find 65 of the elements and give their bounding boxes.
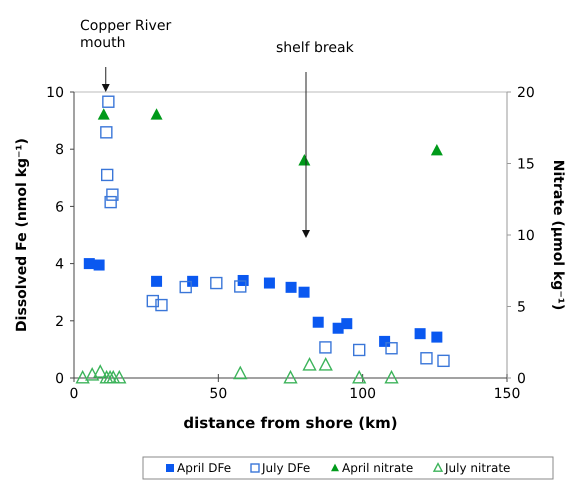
- x-tick-label: 0: [70, 386, 78, 402]
- point: [264, 278, 275, 289]
- x-tick-label: 100: [349, 386, 376, 402]
- y2-tick-label: 5: [517, 300, 526, 316]
- point: [353, 344, 366, 356]
- y-tick-label: 6: [55, 199, 64, 216]
- point: [234, 366, 247, 380]
- point: [85, 368, 99, 381]
- point: [112, 370, 126, 384]
- point: [103, 370, 117, 384]
- point: [379, 336, 390, 347]
- point: [384, 370, 398, 384]
- point: [319, 358, 332, 371]
- annotation: Copper River mouth: [80, 18, 172, 51]
- point: [302, 358, 316, 371]
- point: [341, 318, 352, 330]
- legend-label: July nitrate: [444, 461, 510, 475]
- point: [104, 196, 117, 208]
- x-tick-label: 50: [209, 386, 228, 402]
- point: [431, 332, 442, 343]
- point: [155, 298, 168, 312]
- y-tick-label: 4: [55, 256, 64, 273]
- point: [286, 282, 297, 293]
- point: [106, 370, 120, 384]
- point: [180, 280, 192, 294]
- point: [420, 352, 433, 364]
- point: [94, 260, 105, 271]
- point: [284, 370, 298, 384]
- point: [100, 370, 114, 384]
- legend-label: July DFe: [261, 461, 310, 475]
- point: [150, 108, 163, 120]
- point: [146, 294, 160, 308]
- x-tick-label: 150: [494, 386, 520, 402]
- point: [234, 280, 246, 293]
- y2-tick-label: 20: [517, 85, 535, 101]
- point: [430, 144, 443, 156]
- point: [210, 276, 223, 290]
- y-tick-label: 10: [46, 85, 64, 101]
- point: [298, 286, 310, 298]
- point: [102, 96, 115, 108]
- y-axis-title: Dissolved Fe (nmol kg⁻¹): [14, 138, 30, 332]
- point: [98, 108, 110, 120]
- y2-tick-label: 0: [517, 371, 526, 387]
- y-tick-label: 2: [55, 314, 64, 330]
- point: [76, 370, 90, 384]
- y-tick-label: 8: [55, 142, 64, 158]
- y2-tick-label: 15: [517, 156, 535, 172]
- point: [319, 341, 332, 354]
- y2-tick-label: 10: [517, 228, 535, 244]
- legend-label: April nitrate: [342, 461, 414, 475]
- point: [100, 168, 114, 182]
- x-axis-title: distance from shore (km): [183, 414, 398, 432]
- y-tick-label: 0: [55, 371, 64, 387]
- point: [94, 364, 107, 378]
- y2-axis-title: Nitrate (µmol kg⁻¹): [550, 160, 566, 310]
- point: [106, 188, 119, 201]
- point: [100, 126, 113, 139]
- point: [385, 342, 398, 354]
- legend-label: April DFe: [177, 461, 232, 475]
- point: [151, 276, 162, 287]
- point: [312, 316, 324, 328]
- point: [437, 354, 450, 368]
- point: [352, 370, 366, 384]
- text: shelf break: [276, 40, 355, 56]
- point: [414, 328, 426, 340]
